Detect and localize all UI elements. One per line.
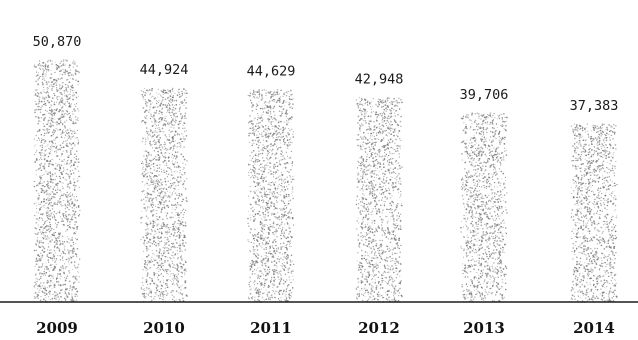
value-label-2011: 44,629 (247, 64, 296, 80)
value-label-2012: 42,948 (355, 72, 404, 88)
bar-2011 (247, 88, 295, 303)
x-tick-label-2011: 2011 (250, 319, 292, 337)
value-label-2010: 44,924 (140, 62, 189, 78)
bar-2009 (33, 59, 81, 303)
x-tick-label-2012: 2012 (358, 319, 400, 337)
bars-group (33, 59, 618, 303)
bar-2014 (570, 123, 618, 303)
x-tick-labels-group: 2009 2010 2011 2012 2013 2014 (36, 319, 615, 337)
value-label-2014: 37,383 (570, 98, 619, 114)
x-tick-label-2013: 2013 (463, 319, 505, 337)
value-label-2009: 50,870 (33, 34, 82, 50)
x-tick-label-2009: 2009 (36, 319, 78, 337)
value-label-2013: 39,706 (460, 87, 509, 103)
x-tick-label-2014: 2014 (573, 319, 615, 337)
bar-2012 (355, 96, 403, 303)
bar-2010 (140, 87, 188, 303)
value-labels-group: 50,870 44,924 44,629 42,948 39,706 37,383 (33, 34, 619, 114)
x-tick-label-2010: 2010 (143, 319, 185, 337)
bar-2013 (460, 112, 508, 303)
